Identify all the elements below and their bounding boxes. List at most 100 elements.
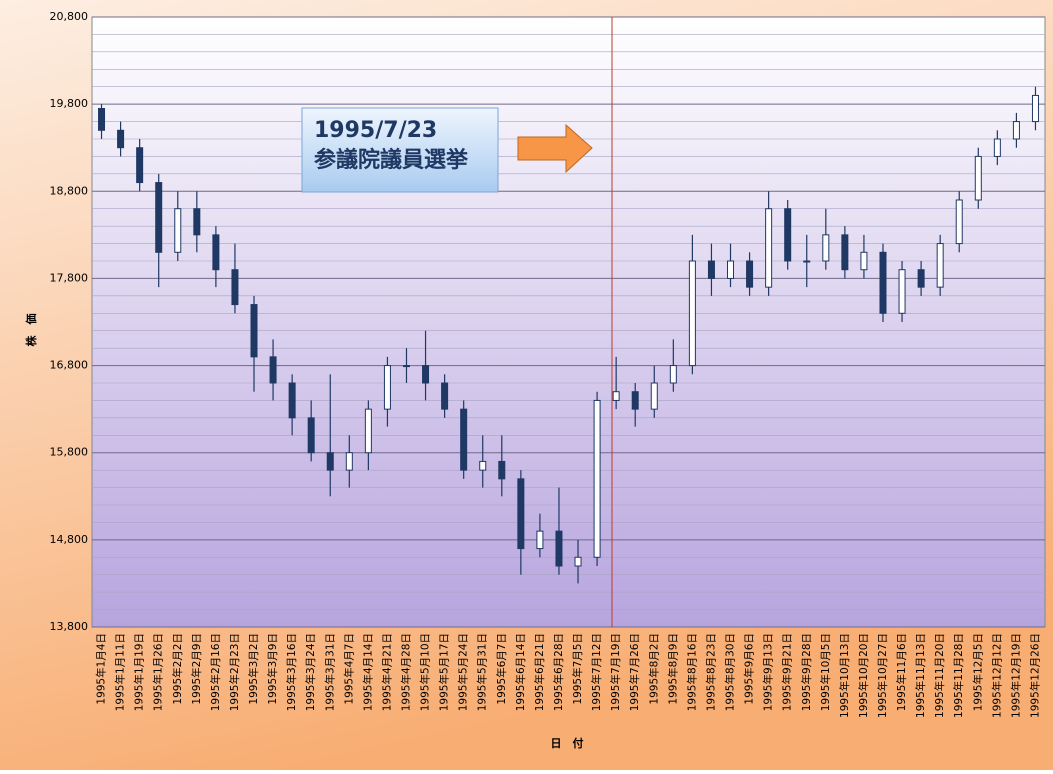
candle-body bbox=[422, 365, 430, 384]
x-tick-label: 1995年4月14日 bbox=[361, 633, 374, 711]
candle-body bbox=[402, 365, 410, 368]
x-tick-label: 1995年3月31日 bbox=[323, 633, 336, 711]
candle-body bbox=[536, 530, 544, 550]
x-tick-label: 1995年6月28日 bbox=[552, 633, 565, 711]
x-tick-label: 1995年8月30日 bbox=[724, 633, 737, 711]
candle-body bbox=[136, 147, 144, 184]
x-tick-label: 1995年2月9日 bbox=[190, 633, 203, 705]
y-tick-label: 18,800 bbox=[50, 184, 89, 197]
x-tick-label: 1995年5月24日 bbox=[457, 633, 470, 711]
y-tick-label: 19,800 bbox=[50, 97, 89, 110]
x-tick-label: 1995年11月20日 bbox=[933, 633, 946, 718]
candle-body bbox=[707, 260, 715, 279]
arrow bbox=[517, 123, 593, 174]
y-tick-label: 13,800 bbox=[50, 620, 89, 633]
x-tick-label: 1995年10月20日 bbox=[857, 633, 870, 718]
candle-body bbox=[727, 260, 735, 279]
x-tick-label: 1995年5月10日 bbox=[419, 633, 432, 711]
x-tick-label: 1995年12月12日 bbox=[990, 633, 1003, 718]
x-tick-label: 1995年7月5日 bbox=[571, 633, 584, 705]
candle-body bbox=[574, 556, 582, 567]
x-tick-label: 1995年1月26日 bbox=[152, 633, 165, 711]
candle-body bbox=[479, 460, 487, 471]
x-tick-label: 1995年12月5日 bbox=[971, 633, 984, 711]
x-tick-label: 1995年2月23日 bbox=[228, 633, 241, 711]
candle-body bbox=[650, 382, 658, 410]
candle-body bbox=[555, 530, 563, 567]
y-tick-label: 15,800 bbox=[50, 446, 89, 459]
x-tick-label: 1995年8月9日 bbox=[666, 633, 679, 705]
x-tick-label: 1995年7月26日 bbox=[628, 633, 641, 711]
x-tick-label: 1995年1月4日 bbox=[95, 633, 108, 705]
x-tick-label: 1995年9月28日 bbox=[800, 633, 813, 711]
x-tick-label: 1995年6月14日 bbox=[514, 633, 527, 711]
candle-body bbox=[288, 382, 296, 419]
candle-body bbox=[231, 269, 239, 306]
candle-body bbox=[269, 356, 277, 384]
candle-body bbox=[879, 251, 887, 314]
candle-body bbox=[212, 234, 220, 271]
candle-body bbox=[631, 391, 639, 410]
x-tick-label: 1995年1月11日 bbox=[114, 633, 127, 711]
x-tick-label: 1995年9月6日 bbox=[743, 633, 756, 705]
candle-body bbox=[441, 382, 449, 410]
candle-body bbox=[974, 155, 982, 201]
x-tick-label: 1995年3月24日 bbox=[304, 633, 317, 711]
annotation-box bbox=[301, 107, 499, 193]
candle-body bbox=[993, 138, 1001, 157]
y-tick-label: 16,800 bbox=[50, 359, 89, 372]
candle-body bbox=[345, 452, 353, 471]
candle-body bbox=[1012, 121, 1020, 140]
candle-body bbox=[822, 234, 830, 262]
candle-body bbox=[860, 251, 868, 271]
x-tick-label: 1995年12月26日 bbox=[1028, 633, 1041, 718]
candle-body bbox=[155, 182, 163, 253]
x-tick-label: 1995年3月2日 bbox=[247, 633, 260, 705]
candle-body bbox=[117, 129, 125, 149]
x-tick-label: 1995年6月21日 bbox=[533, 633, 546, 711]
x-tick-label: 1995年4月21日 bbox=[380, 633, 393, 711]
x-tick-label: 1995年11月13日 bbox=[914, 633, 927, 718]
candle-body bbox=[498, 460, 506, 480]
candle-body bbox=[688, 260, 696, 367]
candle-body bbox=[955, 199, 963, 245]
y-axis-label: 株 価 bbox=[24, 314, 38, 347]
candle-body bbox=[917, 269, 925, 288]
candle-body bbox=[364, 408, 372, 454]
candle-body bbox=[517, 478, 525, 550]
y-tick-label: 20,800 bbox=[50, 10, 89, 23]
x-axis-label: 日 付 bbox=[551, 736, 584, 750]
x-tick-label: 1995年5月17日 bbox=[438, 633, 451, 711]
y-tick-label: 14,800 bbox=[50, 533, 89, 546]
x-tick-label: 1995年2月16日 bbox=[209, 633, 222, 711]
candle-body bbox=[1031, 94, 1039, 123]
x-tick-label: 1995年8月16日 bbox=[685, 633, 698, 711]
x-tick-label: 1995年9月21日 bbox=[781, 633, 794, 711]
x-tick-label: 1995年4月7日 bbox=[342, 633, 355, 705]
x-tick-label: 1995年11月28日 bbox=[952, 633, 965, 718]
candle-body bbox=[612, 391, 620, 401]
annotation-line: 1995/7/23 bbox=[314, 118, 437, 143]
candle-body bbox=[460, 408, 468, 471]
x-tick-label: 1995年3月9日 bbox=[266, 633, 279, 705]
candle-body bbox=[784, 208, 792, 262]
candle-body bbox=[98, 108, 106, 131]
candle-body bbox=[250, 304, 258, 358]
candle-body bbox=[803, 260, 811, 263]
candle-body bbox=[898, 269, 906, 314]
x-tick-label: 1995年7月12日 bbox=[590, 633, 603, 711]
x-tick-label: 1995年10月13日 bbox=[838, 633, 851, 718]
candle-body bbox=[841, 234, 849, 271]
candle-body bbox=[936, 243, 944, 288]
x-tick-label: 1995年3月16日 bbox=[285, 633, 298, 711]
x-tick-label: 1995年11月6日 bbox=[895, 633, 908, 711]
candle-body bbox=[593, 399, 601, 558]
candle-body bbox=[383, 365, 391, 410]
candle-body bbox=[765, 208, 773, 288]
candle-body bbox=[193, 208, 201, 236]
candle-body bbox=[174, 208, 182, 253]
x-tick-label: 1995年10月27日 bbox=[876, 633, 889, 718]
x-tick-label: 1995年6月7日 bbox=[495, 633, 508, 705]
annotation-line: 参議院議員選挙 bbox=[314, 147, 469, 173]
candle-body bbox=[669, 365, 677, 384]
